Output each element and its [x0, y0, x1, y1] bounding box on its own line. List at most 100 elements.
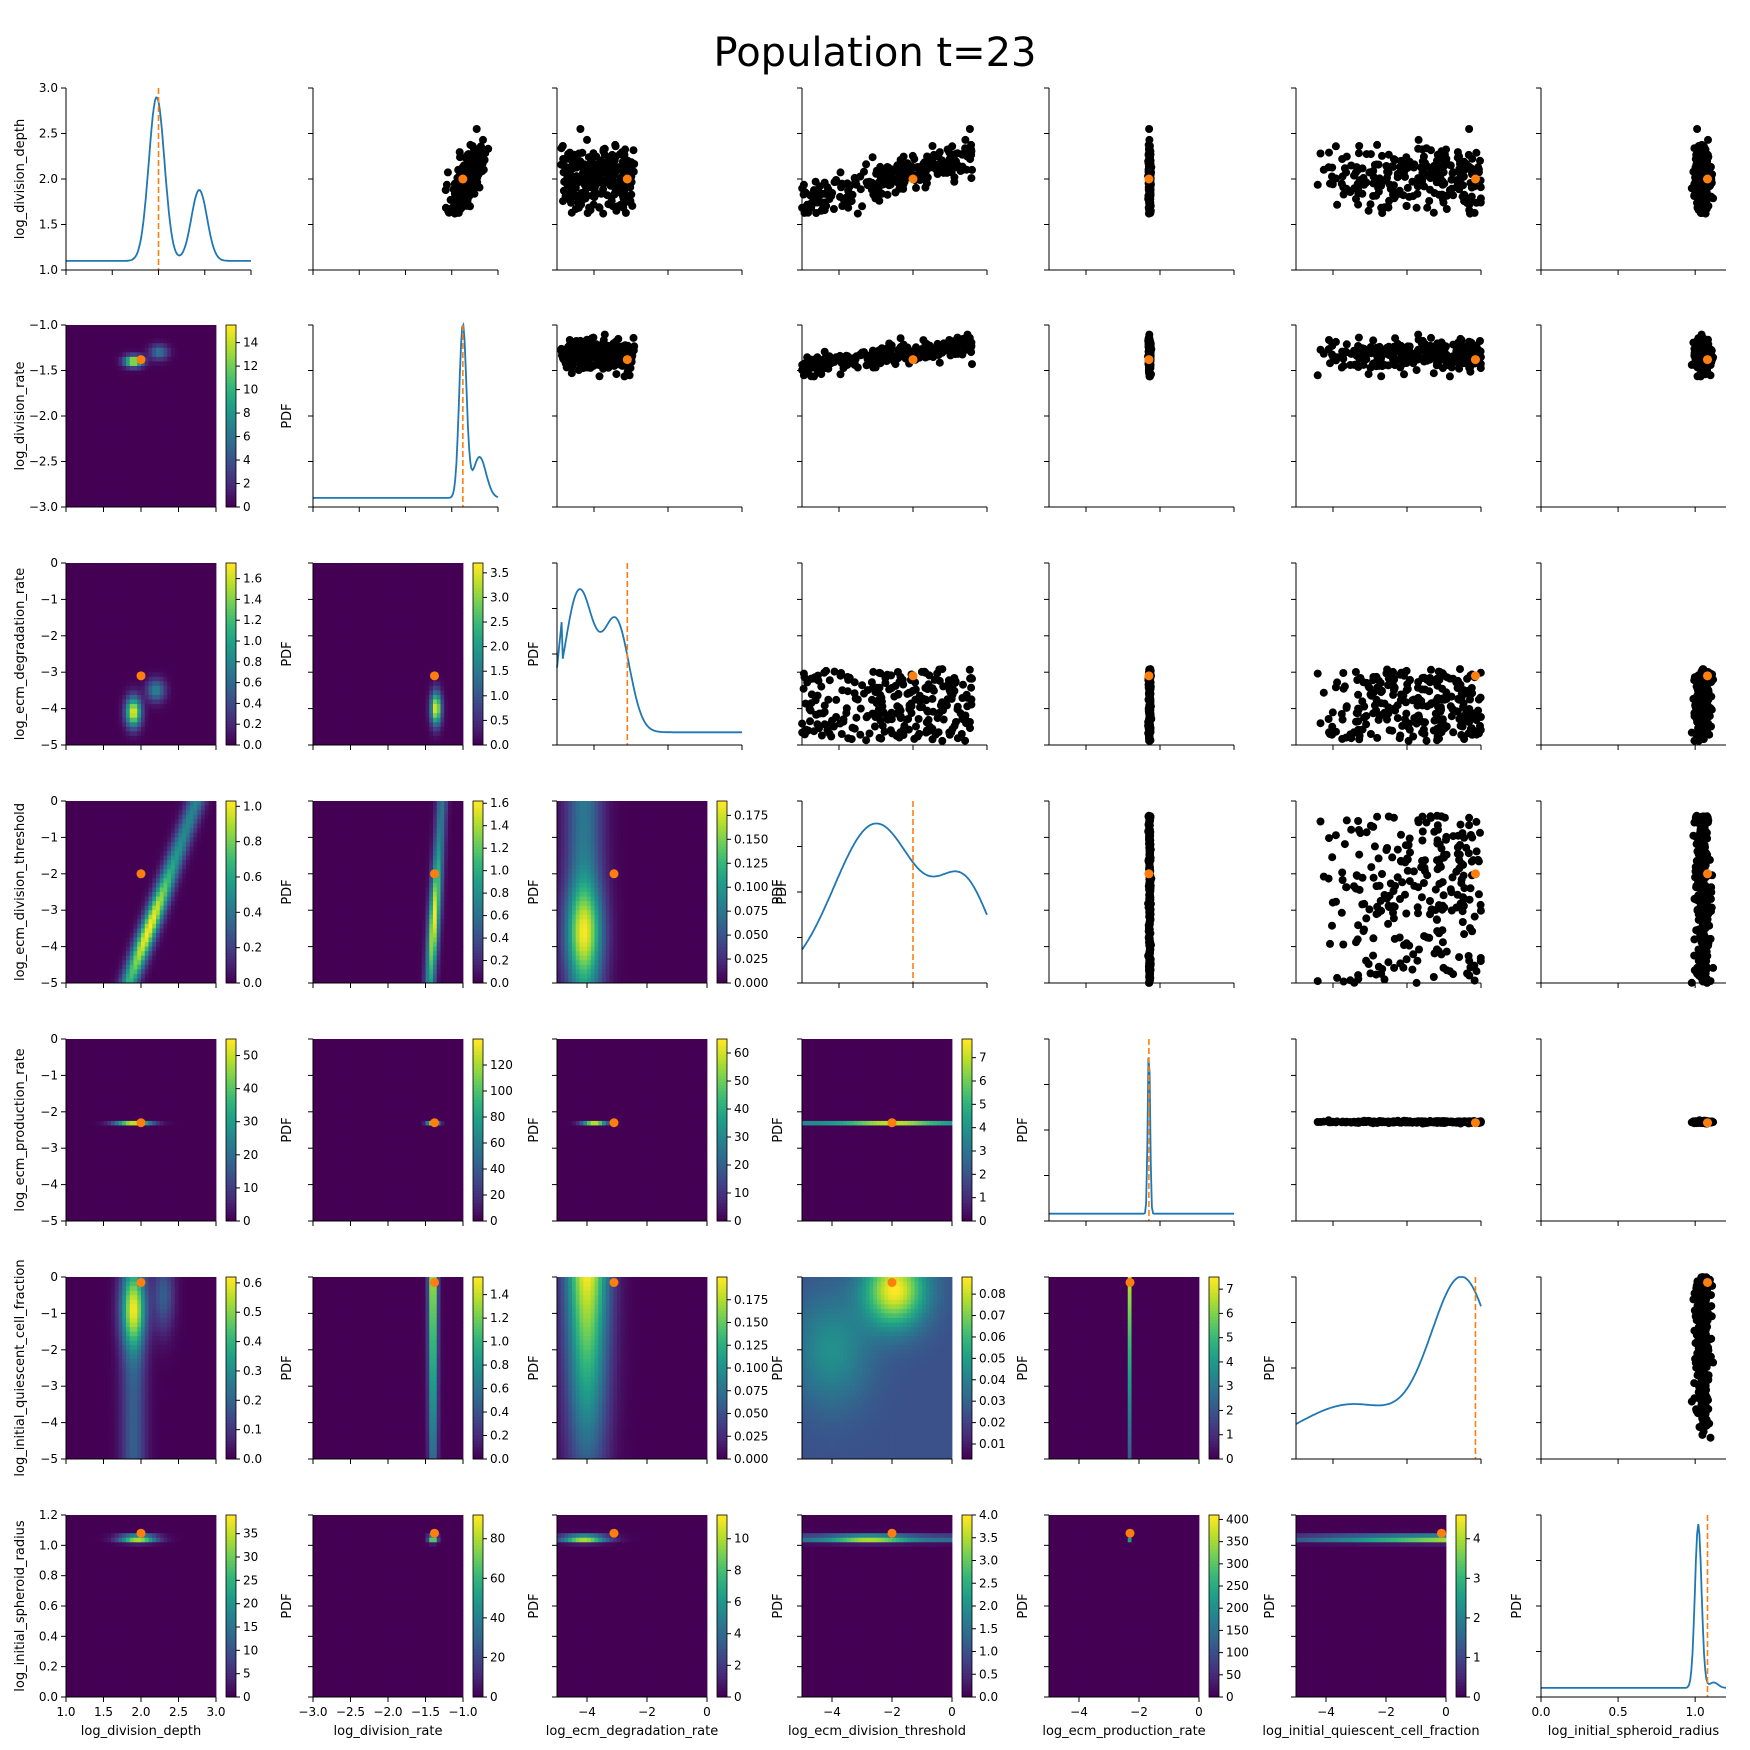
heatmap-cell	[141, 347, 146, 353]
heatmap-cell	[84, 603, 89, 609]
heatmap-cell	[201, 384, 206, 390]
heatmap-cell	[66, 685, 71, 691]
colorbar-segment	[226, 494, 236, 499]
heatmap-cell	[201, 488, 206, 494]
heatmap-cell	[171, 334, 176, 340]
heatmap-cell	[99, 397, 104, 403]
particle-point	[1346, 361, 1355, 369]
heatmap-cell	[159, 425, 164, 431]
heatmap-cell	[73, 488, 78, 494]
heatmap-cell	[118, 397, 123, 403]
particle-point	[583, 335, 591, 344]
heatmap-cell	[73, 581, 78, 587]
heatmap-cell	[73, 563, 78, 568]
particle-point	[825, 192, 834, 200]
heatmap-cell	[114, 393, 119, 399]
heatmap-cell	[148, 347, 153, 353]
heatmap-cell	[103, 475, 108, 481]
heatmap-cell	[122, 443, 127, 449]
colorbar-segment	[226, 488, 236, 493]
heatmap-cell	[111, 334, 116, 340]
heatmap-cell	[129, 388, 134, 394]
heatmap-cell	[84, 585, 89, 591]
heatmap-cell	[122, 488, 127, 494]
heatmap-cell	[137, 402, 142, 408]
heatmap-cell	[66, 393, 71, 399]
heatmap-cell	[189, 402, 194, 408]
colorbar-segment	[226, 373, 236, 378]
heatmap-cell	[129, 334, 134, 340]
heatmap-cell	[189, 429, 194, 435]
heatmap-cell	[84, 590, 89, 596]
heatmap-cell	[152, 452, 157, 458]
heatmap-cell	[174, 338, 179, 344]
heatmap-cell	[197, 479, 202, 485]
heatmap-cell	[208, 388, 213, 394]
heatmap-cell	[204, 456, 209, 462]
heatmap-cell	[204, 443, 209, 449]
heatmap-cell	[103, 443, 108, 449]
heatmap-cell	[208, 397, 213, 403]
particle-point	[868, 357, 876, 366]
heatmap-cell	[114, 461, 119, 467]
heatmap-cell	[204, 347, 209, 353]
heatmap-cell	[201, 452, 206, 458]
heatmap-cell	[197, 411, 202, 417]
heatmap-cell	[73, 649, 78, 655]
heatmap-cell	[99, 434, 104, 440]
heatmap-cell	[193, 329, 198, 335]
heatmap-cell	[88, 420, 93, 426]
heatmap-cell	[178, 375, 183, 380]
heatmap-cell	[137, 397, 142, 403]
colorbar-tick-label: 0	[243, 500, 251, 514]
heatmap-cell	[148, 447, 153, 453]
heatmap-cell	[182, 379, 187, 385]
heatmap-cell	[167, 343, 172, 349]
particle-point	[1465, 206, 1474, 215]
colorbar-segment	[226, 482, 236, 487]
heatmap-cell	[84, 713, 89, 719]
heatmap-cell	[167, 484, 172, 490]
panel-0-2	[552, 87, 743, 275]
heatmap-cell	[96, 325, 101, 330]
heatmap-cell	[99, 466, 104, 471]
particle-point	[1442, 191, 1451, 200]
heatmap-cell	[111, 393, 116, 399]
heatmap-cell	[193, 334, 198, 340]
heatmap-cell	[96, 493, 101, 499]
heatmap-cell	[81, 717, 86, 723]
heatmap-cell	[212, 375, 217, 380]
heatmap-cell	[114, 470, 119, 476]
heatmap-cell	[69, 361, 74, 367]
heatmap-cell	[208, 365, 213, 371]
heatmap-cell	[193, 356, 198, 362]
heatmap-cell	[84, 563, 89, 568]
heatmap-cell	[66, 699, 71, 705]
heatmap-cell	[92, 393, 97, 399]
heatmap-cell	[141, 484, 146, 490]
heatmap-cell	[197, 493, 202, 499]
heatmap-cell	[107, 443, 112, 449]
heatmap-cell	[178, 484, 183, 490]
heatmap-cell	[171, 475, 176, 481]
heatmap-cell	[152, 488, 157, 494]
reference-point	[1470, 355, 1480, 365]
particle-point	[1447, 175, 1456, 184]
heatmap-cell	[201, 402, 206, 408]
heatmap-cell	[122, 397, 127, 403]
heatmap-cell	[152, 425, 157, 431]
heatmap-cell	[66, 722, 71, 728]
particle-point	[803, 200, 812, 209]
heatmap-cell	[107, 420, 112, 426]
particle-point	[611, 140, 620, 149]
heatmap-cell	[99, 352, 104, 358]
heatmap-cell	[118, 497, 123, 503]
heatmap-cell	[73, 443, 78, 449]
heatmap-cell	[92, 334, 97, 340]
heatmap-cell	[103, 388, 108, 394]
heatmap-cell	[84, 658, 89, 664]
heatmap-cell	[197, 325, 202, 330]
heatmap-cell	[107, 334, 112, 340]
particle-point	[454, 192, 463, 200]
heatmap-cell	[148, 425, 153, 431]
